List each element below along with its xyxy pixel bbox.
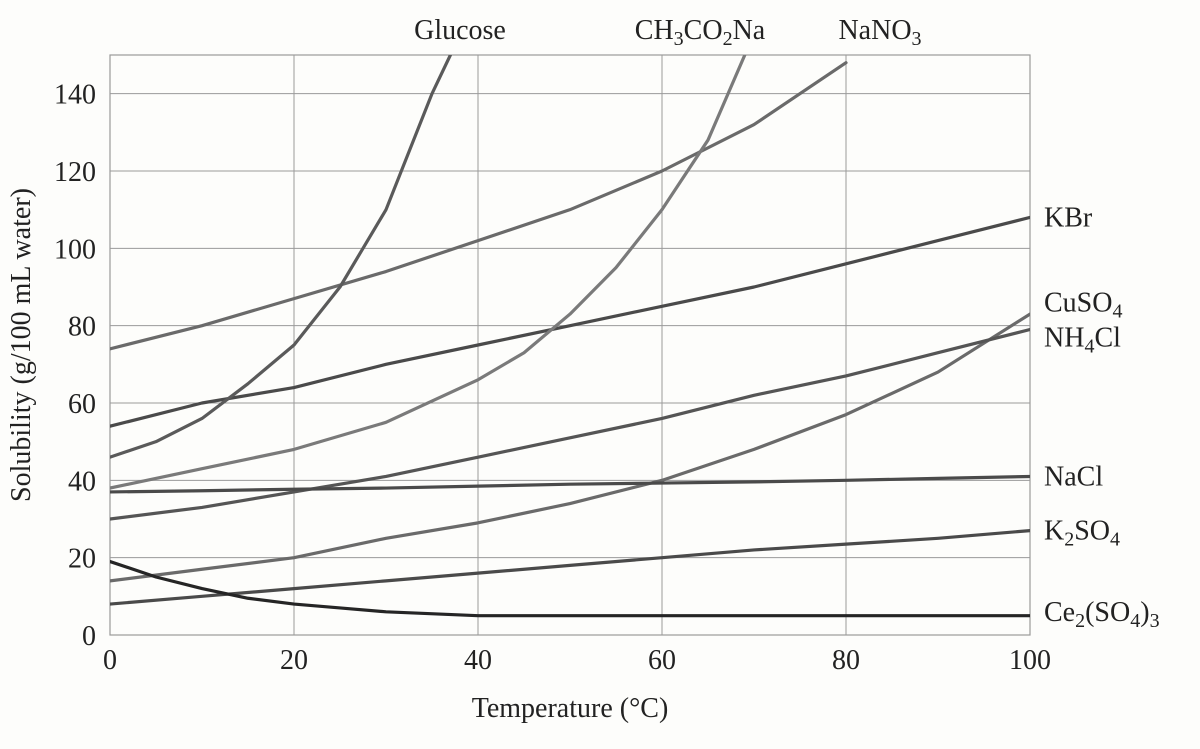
y-tick-label: 40 [68, 466, 96, 497]
x-tick-label: 100 [1009, 645, 1051, 676]
series-glucose [110, 55, 450, 457]
x-axis-label: Temperature (°C) [472, 693, 669, 724]
y-tick-label: 20 [68, 544, 96, 575]
y-axis-label: Solubility (g/100 mL water) [6, 188, 37, 502]
series-label-cuso4: CuSO4 [1044, 287, 1122, 322]
series-nacl [110, 476, 1030, 491]
solubility-chart: 0 20 40 60 80 100 0 20 40 60 80 100 120 140 Temperatur… [0, 0, 1200, 749]
x-tick-label: 80 [832, 645, 860, 676]
y-tick-label: 100 [54, 234, 96, 265]
series-label-ce2(so4)3: Ce2(SO4)3 [1044, 597, 1160, 632]
series-label-kbr: KBr [1044, 202, 1093, 233]
x-tick-label: 20 [280, 645, 308, 676]
y-tick-label: 60 [68, 389, 96, 420]
top-label-2: NaNO3 [838, 15, 921, 50]
series-label-k2so4: K2SO4 [1044, 516, 1120, 551]
y-tick-label: 0 [82, 621, 96, 652]
series-label-nacl: NaCl [1044, 461, 1103, 492]
x-tick-label: 40 [464, 645, 492, 676]
series-label-nh4cl: NH4Cl [1044, 322, 1121, 357]
y-tick-label: 140 [54, 80, 96, 111]
y-tick-label: 80 [68, 312, 96, 343]
top-label-0: Glucose [414, 15, 506, 46]
series-ce2(so4)3 [110, 562, 1030, 616]
top-label-1: CH3CO2Na [635, 15, 766, 50]
y-tick-label: 120 [54, 157, 96, 188]
x-tick-label: 60 [648, 645, 676, 676]
x-tick-label: 0 [103, 645, 117, 676]
series-ch3co2na [110, 55, 745, 488]
series-k2so4 [110, 531, 1030, 604]
